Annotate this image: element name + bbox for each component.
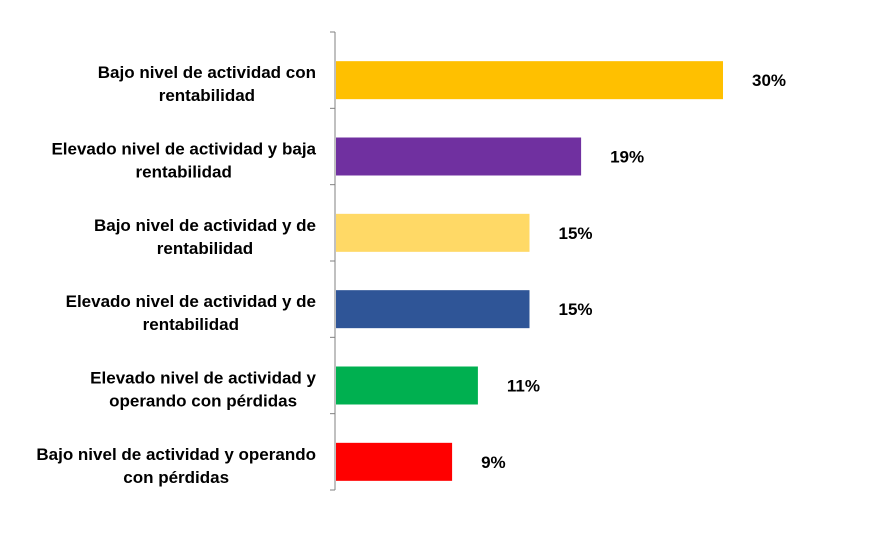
bar xyxy=(336,137,582,176)
category-labels-group: Bajo nivel de actividad con rentabilidadE… xyxy=(36,63,316,487)
value-label: 9% xyxy=(481,453,506,472)
category-label: Bajo nivel de actividad y operando con pé… xyxy=(36,445,316,487)
category-label: Bajo nivel de actividad y de rentabilidad xyxy=(94,216,316,258)
bar xyxy=(336,442,453,481)
category-label: Elevado nivel de actividad y baja rentabi… xyxy=(51,140,316,182)
category-label-line: Bajo nivel de actividad con xyxy=(98,63,316,82)
category-label: Bajo nivel de actividad con rentabilidad xyxy=(98,63,316,105)
category-label-line: operando con pérdidas xyxy=(109,392,297,411)
bar xyxy=(336,213,530,252)
category-label: Elevado nivel de actividad y operando con… xyxy=(90,369,316,411)
value-label: 15% xyxy=(559,300,593,319)
value-labels-group: 30% 19% 15% 15% 11% 9% xyxy=(481,71,786,472)
bar xyxy=(336,366,478,405)
category-label: Elevado nivel de actividad y de rentabili… xyxy=(66,292,316,334)
category-label-line: Elevado nivel de actividad y de xyxy=(66,292,316,311)
value-label: 19% xyxy=(610,148,644,167)
category-axis xyxy=(330,31,336,491)
value-label: 30% xyxy=(752,71,786,90)
category-label-line: Elevado nivel de actividad y xyxy=(90,369,316,388)
category-label-line: Bajo nivel de actividad y operando xyxy=(36,445,316,464)
value-label: 11% xyxy=(507,377,540,396)
category-label-line: rentabilidad xyxy=(157,239,253,258)
category-label-line: Elevado nivel de actividad y baja xyxy=(51,140,316,159)
category-label-line: rentabilidad xyxy=(159,86,255,105)
category-label-line: rentabilidad xyxy=(143,315,239,334)
bar xyxy=(336,61,723,100)
bar xyxy=(336,290,530,329)
category-label-line: Bajo nivel de actividad y de xyxy=(94,216,316,235)
category-label-line: con pérdidas xyxy=(123,468,229,487)
value-label: 15% xyxy=(559,224,593,243)
category-label-line: rentabilidad xyxy=(136,163,232,182)
bars-group xyxy=(336,61,723,481)
